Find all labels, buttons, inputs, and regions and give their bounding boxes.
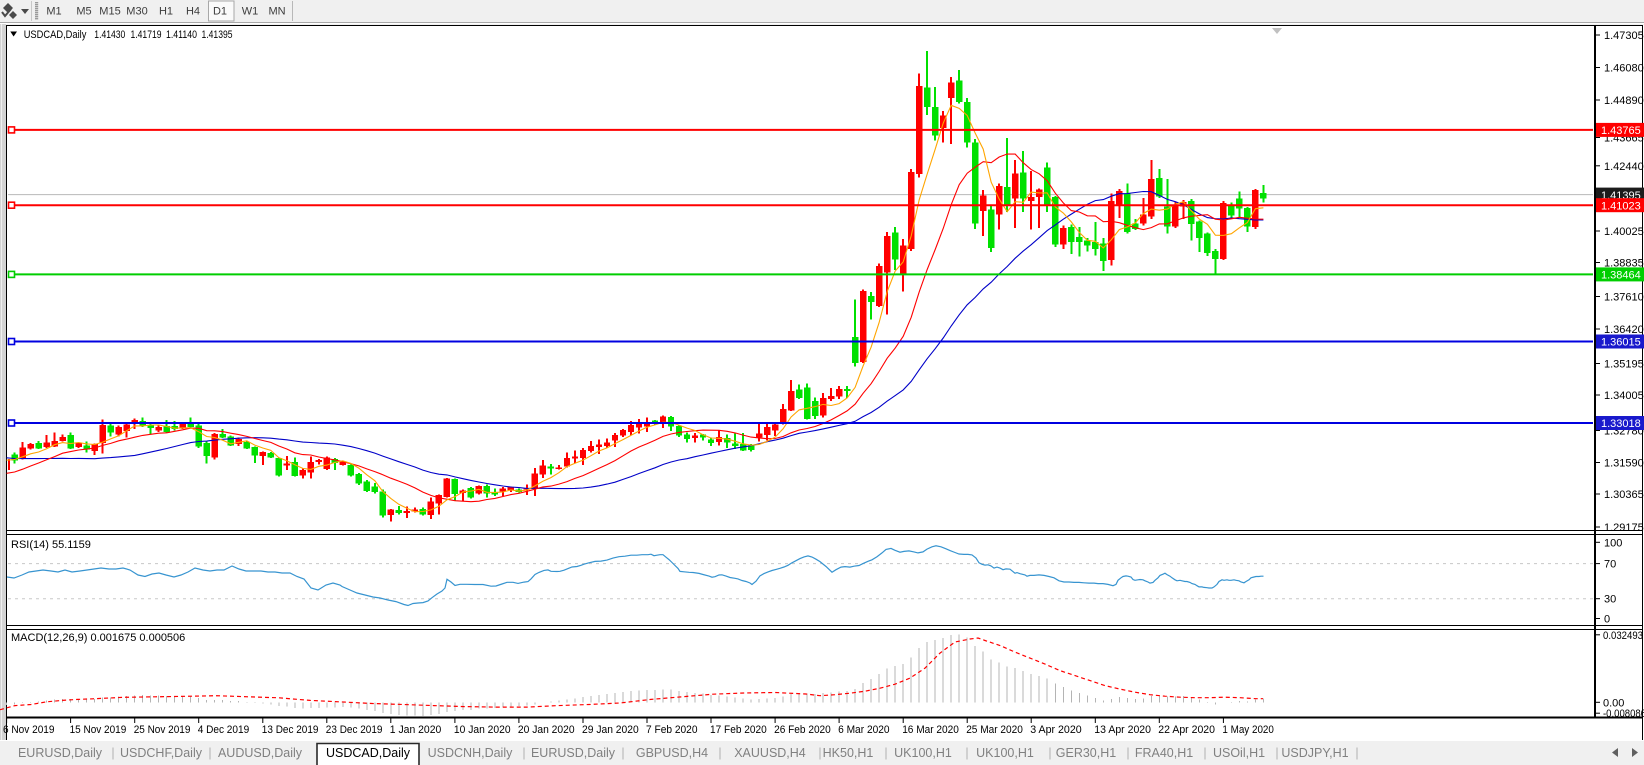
svg-text:13 Apr 2020: 13 Apr 2020 — [1094, 724, 1151, 736]
svg-text:|: | — [818, 746, 821, 760]
svg-text:0.032493: 0.032493 — [1603, 630, 1643, 642]
svg-text:26 Feb 2020: 26 Feb 2020 — [774, 724, 831, 736]
svg-text:70: 70 — [1604, 559, 1616, 571]
svg-text:100: 100 — [1604, 537, 1622, 549]
svg-text:|: | — [1203, 746, 1206, 760]
svg-text:15 Nov 2019: 15 Nov 2019 — [70, 724, 127, 736]
svg-text:1.29175: 1.29175 — [1604, 522, 1644, 534]
svg-text:UK100,H1: UK100,H1 — [976, 746, 1034, 760]
svg-text:17 Feb 2020: 17 Feb 2020 — [710, 724, 767, 736]
svg-text:AUDUSD,Daily: AUDUSD,Daily — [218, 746, 303, 760]
svg-text:13 Dec 2019: 13 Dec 2019 — [262, 724, 319, 736]
svg-text:1 May 2020: 1 May 2020 — [1222, 724, 1274, 736]
svg-text:FRA40,H1: FRA40,H1 — [1135, 746, 1193, 760]
svg-text:1.30365: 1.30365 — [1604, 489, 1644, 501]
svg-text:16 Mar 2020: 16 Mar 2020 — [902, 724, 959, 736]
svg-text:1.41140: 1.41140 — [166, 29, 197, 41]
svg-text:USDCNH,Daily: USDCNH,Daily — [428, 746, 513, 760]
svg-text:1.41430: 1.41430 — [94, 29, 125, 41]
svg-text:1.33018: 1.33018 — [1601, 418, 1641, 430]
svg-text:|: | — [1355, 746, 1358, 760]
svg-text:UK100,H1: UK100,H1 — [894, 746, 952, 760]
svg-text:1.36420: 1.36420 — [1604, 324, 1644, 336]
svg-text:30: 30 — [1604, 594, 1616, 606]
svg-text:1.47305: 1.47305 — [1604, 30, 1644, 42]
svg-text:1.41719: 1.41719 — [131, 29, 162, 41]
svg-text:0.00: 0.00 — [1603, 697, 1624, 709]
svg-text:H1: H1 — [159, 6, 173, 18]
svg-text:|: | — [522, 746, 525, 760]
svg-text:|: | — [111, 746, 114, 760]
svg-text:GER30,H1: GER30,H1 — [1056, 746, 1116, 760]
svg-text:1.34005: 1.34005 — [1604, 390, 1644, 402]
svg-text:1.46080: 1.46080 — [1604, 63, 1644, 75]
svg-text:HK50,H1: HK50,H1 — [823, 746, 874, 760]
svg-text:23 Dec 2019: 23 Dec 2019 — [326, 724, 383, 736]
svg-text:7 Feb 2020: 7 Feb 2020 — [646, 724, 698, 736]
svg-text:6 Nov 2019: 6 Nov 2019 — [3, 724, 55, 736]
svg-text:|: | — [718, 746, 721, 760]
svg-text:|: | — [621, 746, 624, 760]
svg-text:RSI(14) 55.1159: RSI(14) 55.1159 — [11, 539, 91, 551]
svg-text:1.35195: 1.35195 — [1604, 359, 1644, 371]
svg-text:|: | — [1275, 746, 1278, 760]
svg-text:1 Jan 2020: 1 Jan 2020 — [390, 724, 442, 736]
svg-text:|: | — [965, 746, 968, 760]
svg-text:H4: H4 — [186, 6, 200, 18]
svg-text:M1: M1 — [46, 6, 61, 18]
svg-text:|: | — [884, 746, 887, 760]
svg-text:6 Mar 2020: 6 Mar 2020 — [838, 724, 890, 736]
svg-text:1.36015: 1.36015 — [1601, 337, 1641, 349]
svg-text:M5: M5 — [76, 6, 91, 18]
svg-text:4 Dec 2019: 4 Dec 2019 — [198, 724, 250, 736]
svg-text:1.44890: 1.44890 — [1604, 95, 1644, 107]
svg-text:0: 0 — [1604, 614, 1610, 626]
svg-text:USDJPY,H1: USDJPY,H1 — [1281, 746, 1348, 760]
svg-text:22 Apr 2020: 22 Apr 2020 — [1158, 724, 1215, 736]
svg-text:1.38464: 1.38464 — [1601, 270, 1641, 282]
svg-text:USDCHF,Daily: USDCHF,Daily — [120, 746, 203, 760]
svg-text:M30: M30 — [126, 6, 147, 18]
svg-text:USOil,H1: USOil,H1 — [1213, 746, 1265, 760]
svg-text:3 Apr 2020: 3 Apr 2020 — [1030, 724, 1082, 736]
svg-text:1.41395: 1.41395 — [202, 29, 233, 41]
svg-text:1.43765: 1.43765 — [1601, 125, 1641, 137]
svg-text:W1: W1 — [242, 6, 259, 18]
svg-text:EURUSD,Daily: EURUSD,Daily — [531, 746, 616, 760]
svg-text:1.41023: 1.41023 — [1601, 200, 1641, 212]
svg-text:1.37610: 1.37610 — [1604, 292, 1644, 304]
svg-text:29 Jan 2020: 29 Jan 2020 — [582, 724, 639, 736]
svg-text:1.38835: 1.38835 — [1604, 258, 1644, 270]
svg-text:1.42440: 1.42440 — [1604, 161, 1644, 173]
svg-text:|: | — [1126, 746, 1129, 760]
svg-text:XAUUSD,H4: XAUUSD,H4 — [734, 746, 806, 760]
svg-text:USDCAD,Daily: USDCAD,Daily — [24, 29, 87, 41]
svg-text:25 Mar 2020: 25 Mar 2020 — [966, 724, 1023, 736]
svg-text:M15: M15 — [99, 6, 120, 18]
svg-text:D1: D1 — [213, 6, 227, 18]
svg-text:25 Nov 2019: 25 Nov 2019 — [134, 724, 191, 736]
svg-text:1.31590: 1.31590 — [1604, 458, 1644, 470]
svg-text:1.40025: 1.40025 — [1604, 226, 1644, 238]
svg-text:20 Jan 2020: 20 Jan 2020 — [518, 724, 575, 736]
svg-text:USDCAD,Daily: USDCAD,Daily — [326, 746, 411, 760]
svg-text:10 Jan 2020: 10 Jan 2020 — [454, 724, 511, 736]
svg-text:EURUSD,Daily: EURUSD,Daily — [18, 746, 103, 760]
svg-text:MN: MN — [268, 6, 285, 18]
svg-text:|: | — [208, 746, 211, 760]
svg-text:MACD(12,26,9) 0.001675 0.00050: MACD(12,26,9) 0.001675 0.000506 — [11, 632, 185, 644]
svg-text:GBPUSD,H4: GBPUSD,H4 — [636, 746, 708, 760]
svg-text:|: | — [1048, 746, 1051, 760]
